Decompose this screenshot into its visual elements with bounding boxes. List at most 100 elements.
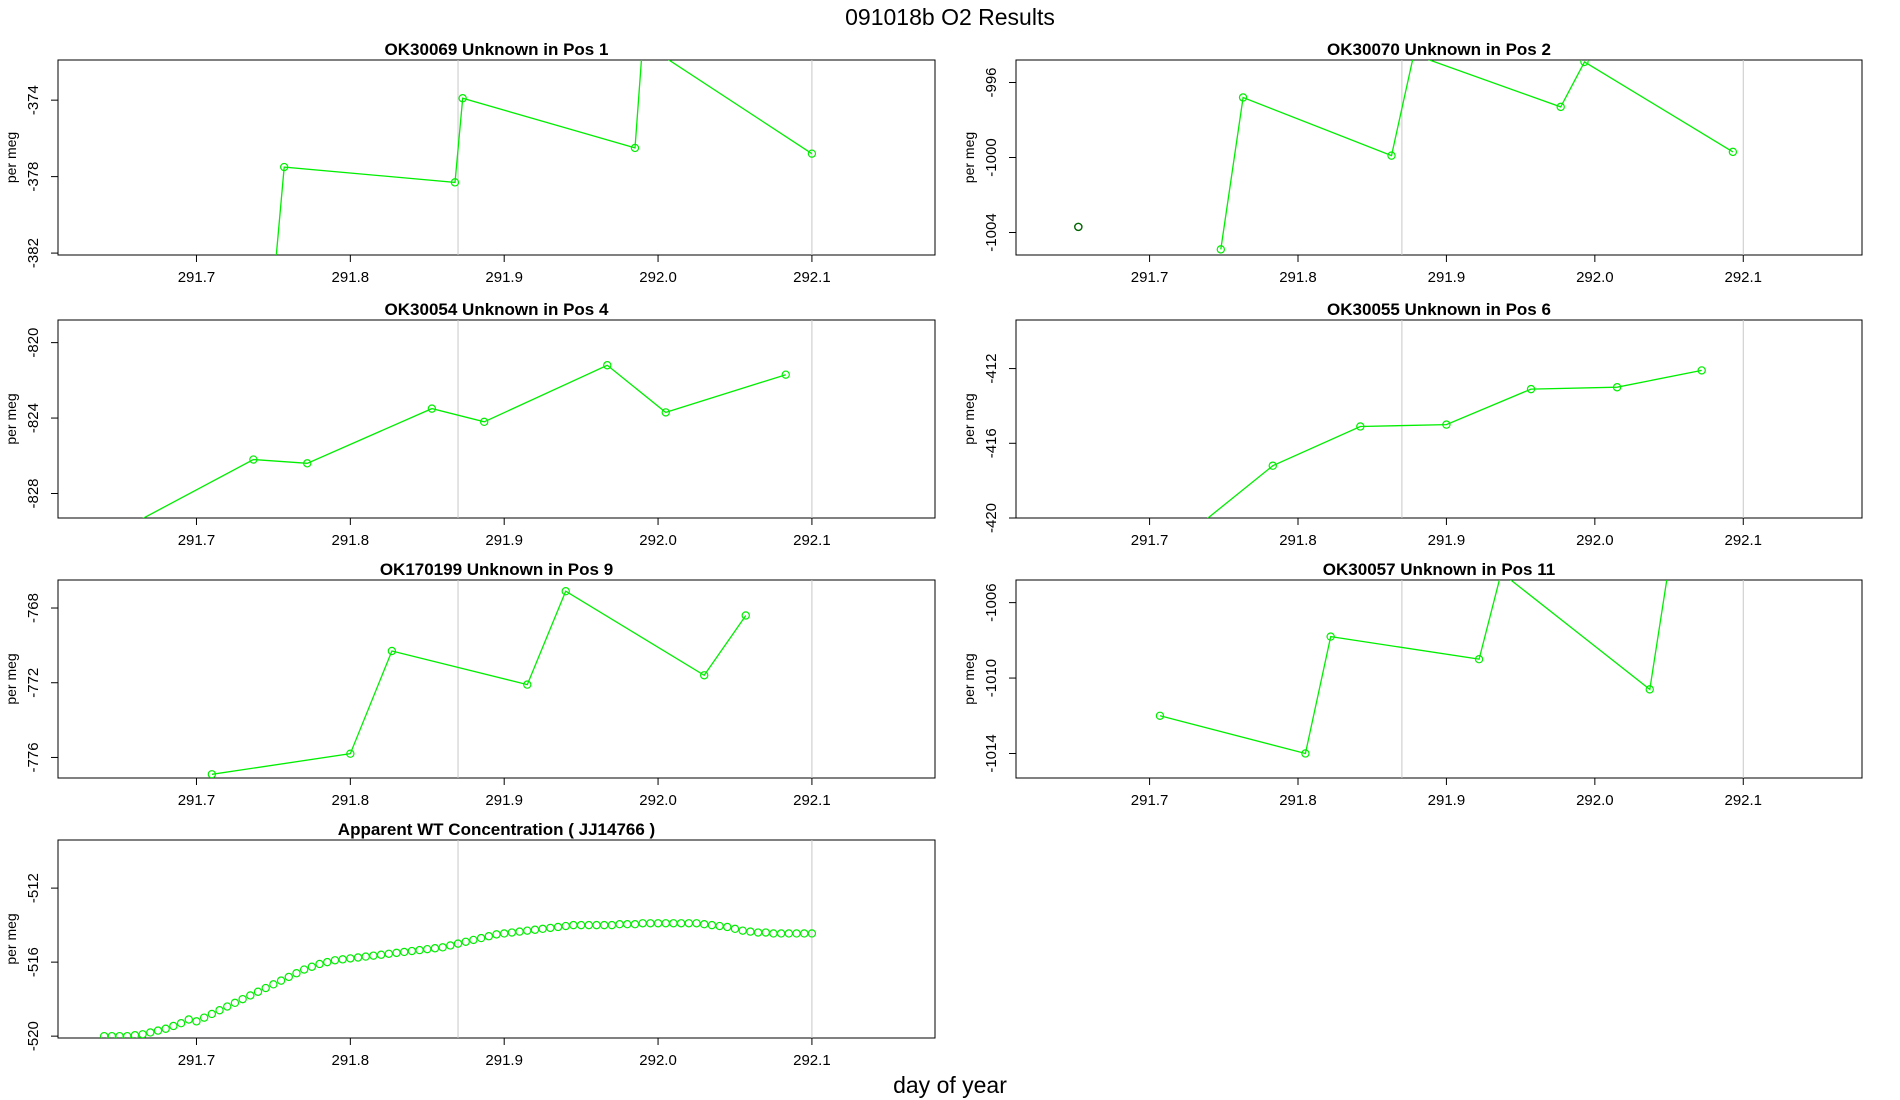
chart-panel-5: OK170199 Unknown in Pos 9 291.7 291.8 291.9… bbox=[3, 560, 936, 809]
data-point bbox=[338, 955, 347, 964]
data-point bbox=[99, 1031, 109, 1038]
series-line bbox=[211, 590, 747, 775]
data-point bbox=[1326, 632, 1335, 641]
data-point bbox=[392, 948, 401, 958]
data-point bbox=[223, 1002, 232, 1011]
data-point bbox=[450, 178, 460, 187]
y-tick-label: -1006 bbox=[983, 583, 1000, 621]
x-tick-label: 291.9 bbox=[485, 269, 523, 286]
chart-panel-6: OK30057 Unknown in Pos 11 291.7 291.8 291.9… bbox=[961, 560, 1863, 809]
data-point bbox=[1301, 749, 1310, 758]
data-point bbox=[792, 929, 801, 938]
data-point bbox=[276, 976, 286, 985]
data-point bbox=[784, 929, 794, 938]
data-point bbox=[330, 956, 340, 965]
data-point bbox=[1387, 151, 1396, 160]
data-point bbox=[553, 922, 563, 932]
chart-title: Apparent WT Concentration ( JJ14766 ) bbox=[338, 820, 655, 839]
plot-frame bbox=[1015, 319, 1863, 519]
data-point bbox=[707, 920, 717, 930]
series-line bbox=[1206, 369, 1702, 518]
data-point bbox=[700, 671, 709, 680]
y-tick-label: -828 bbox=[25, 478, 42, 508]
data-point bbox=[607, 920, 617, 930]
x-tick-label: 292.0 bbox=[639, 269, 677, 286]
x-tick-label: 291.8 bbox=[332, 532, 370, 549]
data-point bbox=[299, 965, 309, 974]
data-point bbox=[538, 924, 547, 934]
x-tick-label: 291.7 bbox=[178, 1052, 216, 1069]
data-point bbox=[730, 924, 740, 934]
y-tick-label: -1014 bbox=[983, 734, 1000, 772]
x-tick-label: 292.1 bbox=[1724, 532, 1762, 549]
plot-frame bbox=[1015, 59, 1863, 256]
x-tick-label: 292.1 bbox=[793, 1052, 831, 1069]
plot-area bbox=[275, 60, 817, 255]
chart-panel-1: OK30069 Unknown in Pos 1 291.7 291.8 291.9 2… bbox=[3, 40, 936, 286]
chart-title: OK30055 Unknown in Pos 6 bbox=[1327, 300, 1551, 319]
chart-panel-2: OK30070 Unknown in Pos 2 291.7 291.8 291.9 2… bbox=[961, 40, 1863, 286]
data-point bbox=[669, 919, 678, 928]
data-point bbox=[738, 926, 747, 935]
data-point bbox=[781, 370, 790, 379]
data-point bbox=[692, 919, 701, 928]
data-point bbox=[284, 972, 293, 982]
data-point bbox=[438, 943, 447, 952]
data-point bbox=[630, 919, 640, 929]
data-point bbox=[523, 680, 532, 689]
plot-frame bbox=[1015, 579, 1863, 779]
plot-frame bbox=[57, 579, 936, 779]
data-point bbox=[515, 927, 524, 936]
data-point bbox=[561, 921, 570, 931]
data-point bbox=[603, 361, 612, 370]
data-point bbox=[746, 927, 755, 936]
x-tick-label: 291.9 bbox=[1428, 269, 1466, 286]
plot-area bbox=[142, 361, 790, 518]
data-point bbox=[600, 920, 609, 930]
y-tick-label: -1004 bbox=[983, 213, 1000, 251]
data-point bbox=[592, 920, 601, 930]
data-point bbox=[269, 980, 278, 989]
data-point bbox=[684, 919, 694, 928]
y-axis-label: per meg bbox=[961, 132, 977, 183]
y-tick-label: -516 bbox=[25, 947, 42, 977]
data-point bbox=[1612, 383, 1622, 392]
chart-title: OK170199 Unknown in Pos 9 bbox=[380, 560, 613, 579]
x-tick-label: 292.1 bbox=[793, 269, 831, 286]
x-tick-label: 292.1 bbox=[1724, 269, 1762, 286]
data-point bbox=[1526, 384, 1536, 394]
data-point bbox=[423, 944, 432, 954]
data-point bbox=[1155, 711, 1165, 720]
data-point bbox=[569, 920, 578, 930]
data-point bbox=[123, 1031, 132, 1038]
data-point bbox=[469, 935, 478, 945]
data-point bbox=[676, 919, 686, 928]
series-line bbox=[1159, 580, 1668, 755]
y-tick-label: -412 bbox=[983, 354, 1000, 384]
data-point bbox=[630, 143, 640, 153]
x-tick-label: 291.7 bbox=[1131, 792, 1169, 809]
data-point bbox=[184, 1015, 193, 1024]
chart-title: OK30069 Unknown in Pos 1 bbox=[385, 40, 609, 59]
data-point bbox=[307, 962, 317, 971]
x-tick-label: 291.9 bbox=[1428, 792, 1466, 809]
data-point bbox=[638, 919, 647, 928]
data-point bbox=[446, 941, 455, 950]
data-point bbox=[207, 1009, 217, 1019]
data-point bbox=[161, 1024, 170, 1033]
plot-frame bbox=[57, 839, 936, 1039]
x-tick-label: 292.0 bbox=[639, 532, 677, 549]
x-tick-label: 291.9 bbox=[485, 532, 523, 549]
y-tick-label: -420 bbox=[983, 503, 1000, 533]
y-tick-label: -772 bbox=[25, 668, 42, 698]
y-axis-label: per meg bbox=[3, 393, 19, 444]
data-point bbox=[384, 949, 393, 959]
x-tick-label: 291.7 bbox=[1131, 532, 1169, 549]
data-point bbox=[261, 983, 270, 993]
data-point bbox=[138, 1030, 147, 1038]
y-tick-label: -824 bbox=[25, 403, 42, 433]
x-axis-label: day of year bbox=[893, 1072, 1007, 1098]
y-tick-label: -776 bbox=[25, 742, 42, 772]
plot-area bbox=[1074, 60, 1738, 254]
data-point bbox=[661, 919, 670, 928]
